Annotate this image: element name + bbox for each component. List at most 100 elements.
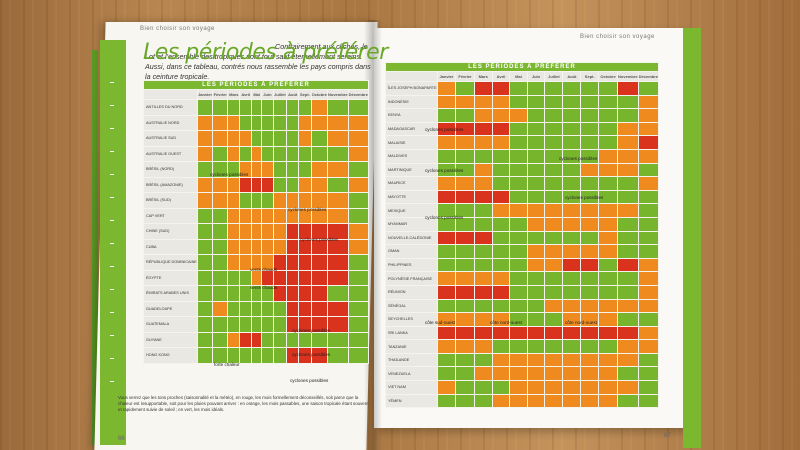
period-cell xyxy=(239,223,253,240)
period-cell xyxy=(580,298,600,314)
period-cell xyxy=(509,352,528,368)
period-cell xyxy=(327,223,349,240)
period-cell xyxy=(239,316,253,333)
period-cell xyxy=(239,347,253,364)
period-cell xyxy=(598,325,619,341)
period-cell xyxy=(473,189,493,205)
right-month-header: Sept. xyxy=(580,71,600,82)
period-cell xyxy=(526,352,546,368)
left-month-header: Août xyxy=(286,89,300,100)
right-month-header: Mars xyxy=(473,71,493,82)
right-table-row: MALDIVES xyxy=(385,148,660,164)
period-cell xyxy=(261,285,274,302)
right-table-row: INDONÉSIE xyxy=(385,94,660,110)
period-cell xyxy=(598,108,619,123)
period-cell xyxy=(509,81,528,96)
period-cell xyxy=(598,230,619,246)
country-name: AUSTRALIE NORD xyxy=(143,114,198,131)
period-cell xyxy=(580,230,600,246)
period-cell xyxy=(580,284,600,300)
period-cell xyxy=(327,347,349,364)
period-cell xyxy=(327,130,349,147)
period-cell xyxy=(212,161,229,178)
period-cell xyxy=(196,114,214,131)
period-cell xyxy=(347,114,370,131)
period-cell xyxy=(227,285,241,302)
country-name: SRI LANKA xyxy=(385,325,438,341)
period-cell xyxy=(580,312,600,327)
period-cell xyxy=(598,366,619,382)
period-cell xyxy=(251,114,263,131)
period-cell xyxy=(598,176,619,191)
period-cell xyxy=(327,176,349,193)
country-name: VENEZUELA xyxy=(385,366,438,382)
period-cell xyxy=(196,285,214,302)
period-cell xyxy=(637,298,660,314)
period-cell xyxy=(473,162,493,178)
period-cell xyxy=(617,312,639,327)
period-cell xyxy=(261,269,274,286)
period-cell xyxy=(212,316,229,333)
period-cell xyxy=(227,331,241,348)
period-cell xyxy=(580,135,600,150)
period-cell xyxy=(526,189,546,205)
period-cell xyxy=(637,176,660,191)
period-cell xyxy=(212,145,229,162)
right-month-header: Juillet xyxy=(544,71,564,82)
period-cell xyxy=(286,176,300,193)
country-name: BRÉSIL (AMAZONIE) xyxy=(143,176,198,193)
period-cell xyxy=(227,347,241,364)
period-cell xyxy=(637,352,660,368)
period-cell xyxy=(473,339,493,354)
period-cell xyxy=(491,135,511,150)
country-name: BRÉSIL (NORD) xyxy=(143,161,198,178)
period-cell xyxy=(473,393,493,409)
country-name: MEXIQUE xyxy=(385,203,438,218)
period-cell xyxy=(436,271,457,286)
period-cell xyxy=(196,192,214,209)
period-cell xyxy=(580,366,600,382)
period-cell xyxy=(251,99,263,116)
period-cell xyxy=(347,269,370,286)
period-cell xyxy=(227,254,241,271)
period-cell xyxy=(286,347,300,364)
period-cell xyxy=(491,257,511,273)
country-name: AUSTRALIE OUEST xyxy=(143,145,198,162)
period-cell xyxy=(544,271,564,286)
period-cell xyxy=(286,238,300,255)
period-cell xyxy=(251,223,263,240)
period-cell xyxy=(436,176,457,191)
period-cell xyxy=(251,192,263,209)
period-cell xyxy=(212,192,229,209)
period-cell xyxy=(473,135,493,150)
period-cell xyxy=(251,130,263,147)
right-table-row: THAÏLANDE xyxy=(385,352,660,368)
period-cell xyxy=(617,244,639,259)
period-cell xyxy=(617,216,639,232)
period-cell xyxy=(509,176,528,191)
period-cell xyxy=(562,352,582,368)
period-cell xyxy=(491,312,511,327)
period-cell xyxy=(526,216,546,232)
country-name: MALAISIE xyxy=(385,135,438,150)
period-cell xyxy=(580,325,600,341)
left-table-row: CHINE (SUD) xyxy=(143,223,370,240)
period-cell xyxy=(637,81,660,96)
period-cell xyxy=(562,244,582,259)
period-cell xyxy=(327,238,349,255)
period-cell xyxy=(544,380,564,395)
period-cell xyxy=(544,366,564,382)
period-cell xyxy=(298,316,312,333)
country-name: MADAGASCAR xyxy=(385,121,438,137)
period-cell xyxy=(509,148,528,164)
period-cell xyxy=(526,94,546,110)
period-cell xyxy=(491,366,511,382)
country-name: VIET NAM xyxy=(385,380,438,395)
period-cell xyxy=(347,192,370,209)
period-cell xyxy=(212,99,229,116)
country-name: ANTILLES DU NORD xyxy=(143,99,198,116)
period-cell xyxy=(598,148,619,164)
period-cell xyxy=(286,285,300,302)
period-cell xyxy=(239,331,253,348)
period-cell xyxy=(251,269,263,286)
